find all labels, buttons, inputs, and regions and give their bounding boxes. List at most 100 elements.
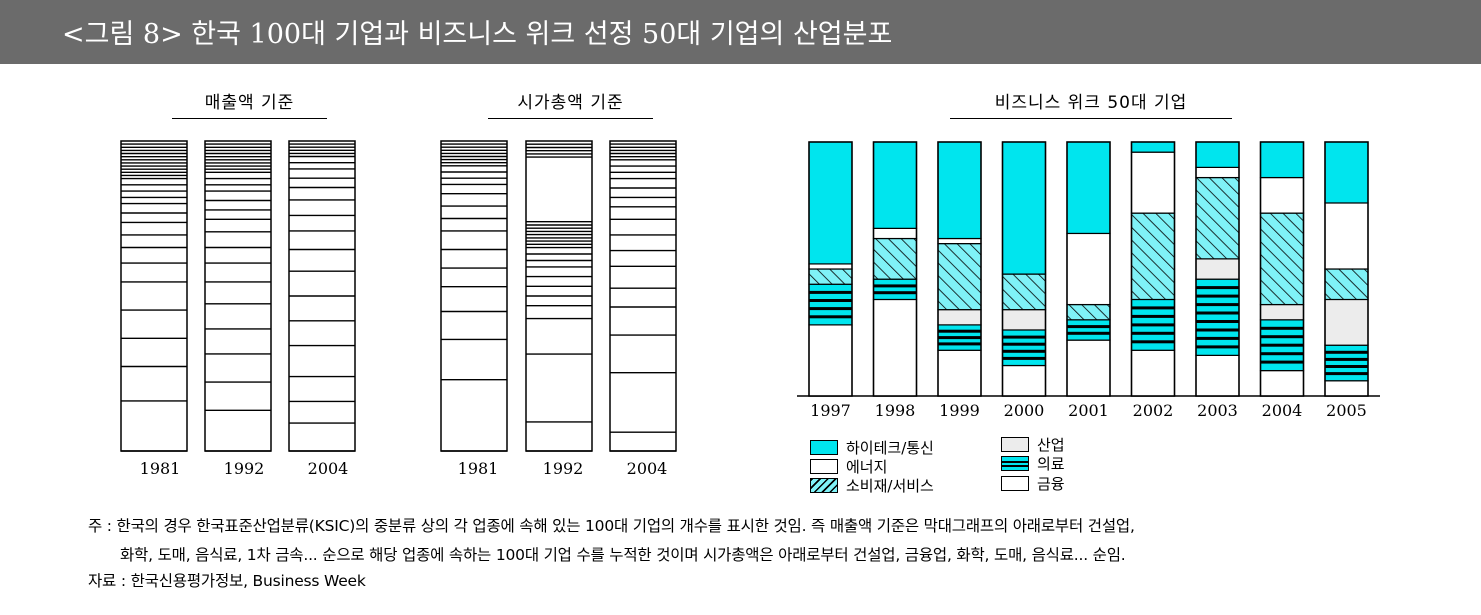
bar-bw-1997: [808, 141, 853, 397]
medical-stripe: [1067, 331, 1110, 335]
bar-outline: [204, 140, 272, 452]
medical-stripe: [1196, 286, 1239, 290]
bar-marketcap-2004: [609, 140, 677, 452]
legend-label-consumer: 소비재/서비스: [846, 477, 934, 495]
bar-seg-2005-4: [1324, 202, 1369, 270]
note-line-2: 화학, 도매, 음식료, 1차 금속... 순으로 해당 업종에 속하는 100…: [120, 546, 1126, 564]
left-charts-group: 1981 1992 2004 1981 1992 2004: [120, 140, 677, 478]
figure-title: <그림 8> 한국 100대 기업과 비즈니스 위크 선정 50대 기업의 산업…: [62, 19, 893, 50]
panel-title-marketcap-text: 시가총액 기준: [517, 93, 624, 113]
medical-stripe: [809, 307, 852, 311]
medical-stripe: [1002, 335, 1046, 339]
bar-seg-2000-2: [1001, 309, 1047, 331]
medical-stripe: [1196, 303, 1239, 307]
bar-seg-1997-3: [808, 268, 853, 285]
medical-stripe: [1325, 357, 1368, 361]
panel-title-sales-text: 매출액 기준: [204, 93, 295, 113]
bar-outline: [1001, 141, 1047, 397]
bar-seg-2000-3: [1001, 273, 1047, 311]
legend-label-energy: 에너지: [846, 458, 888, 476]
source-line: 자료 : 한국신용평가정보, Business Week: [88, 572, 366, 590]
tick-label-bw-2002: 2002: [1133, 401, 1174, 420]
tick-label-bw-2003: 2003: [1197, 401, 1238, 420]
bar-outline: [1195, 141, 1240, 397]
bar-seg-2000-0: [1001, 364, 1047, 397]
tick-label-bw-2004: 2004: [1262, 401, 1303, 420]
medical-stripe: [809, 299, 852, 302]
bar-seg-2002-4: [1130, 151, 1176, 214]
bar-marketcap-1981: [440, 140, 508, 452]
bar-seg-2000-5: [1001, 141, 1047, 275]
bar-seg-2005-medical: [1324, 344, 1369, 382]
bar-seg-2001-medical: [1066, 319, 1111, 341]
bar-seg-1999-2: [937, 309, 982, 326]
medical-stripe: [1131, 314, 1175, 318]
medical-stripe: [1260, 360, 1304, 364]
medical-stripe: [1260, 343, 1304, 347]
bar-seg-1997-4: [808, 263, 853, 270]
bar-outline: [120, 140, 188, 452]
tick-label-marketcap-1992: 1992: [543, 459, 584, 478]
tick-label-bw-2005: 2005: [1326, 401, 1367, 420]
tick-label-bw-2000: 2000: [1004, 401, 1045, 420]
bar-outline: [937, 141, 982, 397]
tick-label-bw-1997: 1997: [810, 401, 851, 420]
bar-bw-2000: [1001, 141, 1047, 397]
panel-title-marketcap: 시가총액 기준: [488, 88, 653, 119]
bar-bw-1998: [872, 141, 918, 397]
tick-label-sales-1981: 1981: [140, 459, 181, 478]
legend-label-hightech: 하이테크/통신: [846, 439, 934, 457]
bar-bw-2003: [1195, 141, 1240, 397]
bar-seg-2000-medical: [1001, 329, 1047, 367]
bar-seg-2003-0: [1195, 354, 1240, 397]
bar-outline: [808, 141, 853, 397]
bar-bw-1999: [937, 141, 982, 397]
bar-outline: [1130, 141, 1176, 397]
bar-seg-2005-0: [1324, 380, 1369, 397]
medical-stripe: [1196, 328, 1239, 332]
legend-label-finance: 금융: [1037, 475, 1065, 493]
medical-stripe: [1260, 326, 1304, 330]
bar-sales-1981: [120, 140, 188, 452]
legend-swatch-industrial: [1001, 437, 1029, 452]
bar-seg-2004-4: [1259, 176, 1305, 214]
medical-stripe: [1002, 356, 1046, 360]
medical-stripe: [938, 342, 981, 346]
medical-stripe: [873, 291, 917, 295]
bar-seg-1998-0: [872, 298, 918, 397]
medical-stripe: [1260, 335, 1304, 339]
bar-seg-2003-4: [1195, 166, 1240, 179]
bar-seg-2003-medical: [1195, 278, 1240, 356]
medical-stripe: [1196, 294, 1239, 298]
panel-title-businessweek: 비즈니스 위크 50대 기업: [950, 88, 1232, 119]
bar-seg-2003-5: [1195, 141, 1240, 168]
bar-bw-2004: [1259, 141, 1305, 397]
medical-stripe: [938, 336, 981, 340]
medical-stripe: [1196, 345, 1239, 349]
medical-stripe: [1131, 323, 1175, 327]
bar-seg-2005-3: [1324, 268, 1369, 301]
tick-label-sales-1992: 1992: [224, 459, 265, 478]
bar-seg-2004-0: [1259, 370, 1305, 397]
tick-label-bw-1998: 1998: [875, 401, 916, 420]
bar-outline: [872, 141, 918, 397]
bar-seg-1999-0: [937, 349, 982, 397]
legend-swatch-hightech: [810, 440, 838, 455]
bar-outline: [1066, 141, 1111, 397]
medical-stripe: [1325, 365, 1368, 368]
panel-title-businessweek-text: 비즈니스 위크 50대 기업: [994, 93, 1188, 113]
figure-header: <그림 8> 한국 100대 기업과 비즈니스 위크 선정 50대 기업의 산업…: [0, 0, 1481, 64]
bar-outline: [1259, 141, 1305, 397]
bar-seg-1998-3: [872, 237, 918, 280]
medical-stripe: [1002, 349, 1046, 353]
legend-swatch-consumer: [810, 478, 838, 493]
tick-label-marketcap-2004: 2004: [627, 459, 668, 478]
bar-marketcap-1992: [525, 140, 593, 452]
bar-seg-1997-medical: [808, 283, 853, 326]
bar-seg-1999-5: [937, 141, 982, 240]
medical-stripe: [1131, 306, 1175, 310]
medical-stripe: [1002, 342, 1046, 346]
bar-seg-1998-5: [872, 141, 918, 229]
medical-stripe: [1196, 336, 1239, 340]
bar-seg-2002-0: [1130, 349, 1176, 397]
